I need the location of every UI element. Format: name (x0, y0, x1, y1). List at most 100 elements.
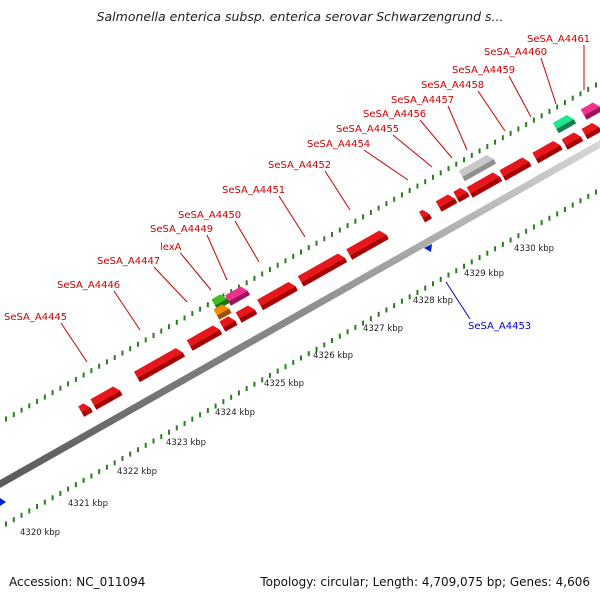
label-leader (234, 220, 260, 263)
map-title: Salmonella enterica subsp. enterica sero… (96, 9, 504, 24)
gene-block-side (137, 352, 186, 383)
gene-label: SeSA_A4452 (268, 160, 331, 171)
gene-block-side (81, 407, 93, 417)
gene-block-top (499, 157, 530, 177)
gene-block-side (301, 257, 348, 287)
lexA-gene-block-lower (213, 304, 232, 320)
gene-label: SeSA_A4458 (421, 80, 484, 91)
grey-gene-block (458, 155, 497, 182)
gene-block-top (435, 194, 455, 208)
gene-block (235, 305, 258, 323)
rna-gene-block-side (556, 119, 577, 134)
gene-block (435, 194, 458, 212)
gene-block-side (93, 390, 123, 410)
gene-block-top (90, 386, 121, 406)
gene-label: SeSA_A4457 (391, 95, 454, 106)
gene-label: SeSA_A4459 (452, 65, 515, 76)
gene-label: SeSA_A4460 (484, 47, 547, 58)
accession-text: Accession: NC_011094 (9, 575, 146, 589)
label-leader-reverse (445, 281, 471, 320)
grey-gene-block-top (458, 155, 494, 177)
scale-label: 4324 kbp (215, 408, 255, 418)
label-leader (113, 290, 141, 331)
gene-block-side (470, 176, 503, 198)
label-leader (392, 134, 433, 168)
topology-text: Topology: circular; Length: 4,709,075 bp… (260, 575, 590, 589)
gene-block-side (439, 198, 458, 212)
scale-label: 4328 kbp (413, 296, 453, 306)
gene-block (419, 209, 432, 223)
gene-label: SeSA_A4446 (57, 280, 120, 291)
gene-block-top (219, 316, 236, 328)
gene-block-side (535, 145, 563, 164)
scale-label: 4330 kbp (514, 244, 554, 254)
gene-block-top (532, 140, 561, 159)
gene-block (186, 325, 223, 351)
gene-block (346, 230, 389, 260)
gene-block-top (561, 132, 581, 146)
scale-label: 4323 kbp (166, 438, 206, 448)
genome-backbone (0, 140, 600, 488)
label-leader (153, 266, 188, 303)
gene-block-top (235, 305, 255, 319)
label-leader (508, 75, 532, 118)
reverse-gene-marker (424, 244, 432, 252)
gene-block-top (346, 230, 387, 256)
gene-block (499, 157, 532, 181)
gene-block-top (453, 187, 468, 198)
lexA-gene-block-top (211, 294, 228, 306)
gene-label: SeSA_A4449 (150, 224, 213, 235)
reverse-gene-marker (0, 498, 6, 506)
gene-block-top (297, 253, 345, 283)
gene-block-side (239, 309, 258, 323)
gene-label: SeSA_A4450 (178, 210, 241, 221)
gene-block-side (260, 286, 298, 311)
gene-block (453, 187, 470, 203)
label-leader (278, 195, 306, 238)
lexA-gene-block-lower-side (216, 308, 232, 320)
label-leader (324, 170, 351, 211)
scale-label: 4320 kbp (20, 528, 60, 538)
scale-label: 4326 kbp (313, 351, 353, 361)
gene-block-side (502, 161, 532, 181)
gene-block (78, 403, 93, 417)
gene-label: SeSA_A4445 (4, 312, 67, 323)
gene-label: SeSA_A4454 (307, 139, 370, 150)
gene-block-side (456, 192, 470, 203)
label-leader (447, 105, 468, 151)
scale-label: 4325 kbp (264, 379, 304, 389)
hypothetical-gene-block-top (580, 102, 600, 116)
gene-block-top (257, 282, 296, 306)
gene-block-side (585, 127, 600, 140)
gene-block-side (349, 234, 389, 260)
label-leader (363, 149, 409, 181)
label-leader (419, 119, 453, 159)
gene-block-top (133, 348, 183, 378)
label-leader (180, 252, 212, 291)
gene-blocks (0, 102, 600, 506)
gene-block-side (190, 329, 223, 351)
gene-block-top (78, 403, 91, 413)
gene-label: SeSA_A4461 (527, 34, 590, 45)
hypothetical-gene-block (224, 286, 251, 306)
gene-block (466, 172, 503, 198)
gene-block-side (565, 136, 584, 150)
gene-label: SeSA_A4456 (363, 109, 426, 120)
gene-block-top (186, 325, 220, 347)
gene-block (90, 386, 123, 410)
gene-block (219, 316, 238, 332)
hypothetical-gene-block-side (228, 290, 251, 306)
scale-label: 4327 kbp (363, 324, 403, 334)
gene-block (133, 348, 186, 383)
gene-label: SeSA_A4447 (97, 256, 160, 267)
hypothetical-gene-block-top (224, 286, 248, 302)
gene-block (257, 282, 298, 311)
label-leader (477, 90, 506, 132)
rna-gene-block (552, 114, 577, 134)
scale-label: 4322 kbp (117, 467, 157, 477)
label-leader (60, 322, 88, 363)
gene-block (532, 140, 563, 164)
gene-block (581, 122, 600, 140)
label-leader (206, 234, 228, 281)
